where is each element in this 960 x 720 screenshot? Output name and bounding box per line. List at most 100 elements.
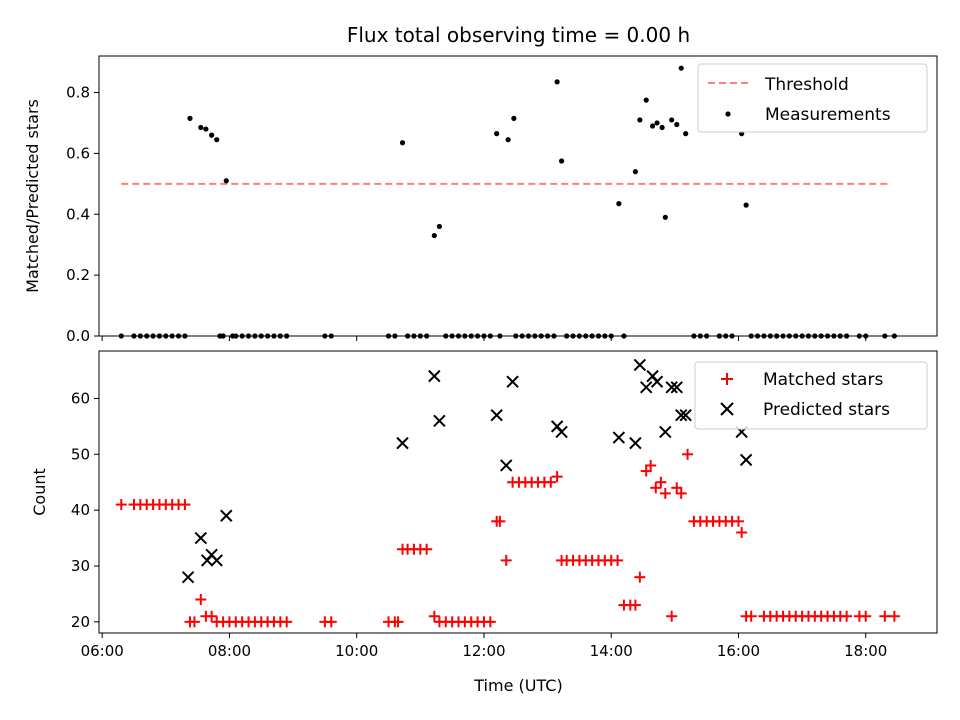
- measurement-point: [678, 65, 684, 71]
- legend-measurements-swatch: [725, 111, 731, 117]
- predicted-star-marker: [633, 358, 647, 372]
- measurement-point: [392, 333, 398, 339]
- matched-star-marker: [612, 554, 624, 566]
- measurement-point: [799, 333, 805, 339]
- measurement-point: [163, 333, 169, 339]
- matched-star-marker: [860, 610, 872, 622]
- measurement-point: [602, 333, 608, 339]
- measurement-point: [812, 333, 818, 339]
- top-y-tick-label: 0.4: [66, 205, 90, 223]
- matched-star-marker: [325, 616, 337, 628]
- matched-star-marker: [179, 499, 191, 511]
- measurement-point: [277, 333, 283, 339]
- measurement-point: [505, 137, 511, 143]
- predicted-star-marker: [506, 375, 519, 388]
- measurement-point: [513, 333, 519, 339]
- measurement-point: [233, 333, 239, 339]
- measurement-point: [223, 178, 229, 184]
- measurement-point: [532, 333, 538, 339]
- measurement-point: [187, 115, 193, 121]
- measurement-point: [497, 333, 503, 339]
- measurement-point: [767, 333, 773, 339]
- measurement-point: [558, 158, 565, 164]
- measurement-point: [583, 333, 589, 339]
- bottom-axes: 20 30 40 50 60 06:00 08:00 10:00 12:00 14:00 16:0…: [30, 350, 938, 695]
- measurement-point: [691, 333, 697, 339]
- measurement-point: [258, 333, 264, 339]
- predicted-star-marker: [675, 409, 688, 422]
- measurement-point: [844, 333, 850, 339]
- predicted-star-marker: [640, 381, 653, 394]
- measurement-point: [716, 333, 722, 339]
- measurement-point: [538, 333, 544, 339]
- predicted-star-marker: [490, 409, 503, 422]
- measurement-point: [214, 137, 220, 143]
- measurement-point: [156, 333, 163, 339]
- legend-predicted-swatch: [720, 402, 734, 416]
- predicted-star-marker: [650, 375, 664, 388]
- matched-star-marker: [188, 616, 200, 628]
- matched-star-marker: [655, 476, 667, 488]
- matched-star-marker: [682, 448, 694, 460]
- matched-star-marker: [500, 554, 512, 566]
- measurement-point: [683, 131, 689, 137]
- measurement-point: [209, 132, 215, 138]
- bottom-y-tick-label: 20: [71, 613, 90, 631]
- matched-star-marker: [115, 499, 127, 511]
- measurement-point: [328, 333, 334, 339]
- top-y-tick-label: 0.2: [66, 266, 90, 284]
- bottom-x-tick-label: 14:00: [590, 642, 633, 660]
- measurement-point: [455, 333, 462, 339]
- measurement-point: [468, 333, 474, 339]
- predicted-star-marker: [194, 531, 208, 545]
- top-axes: 0.00.20.40.60.8 Matched/Predicted stars …: [23, 55, 938, 345]
- matched-star-marker: [634, 571, 646, 583]
- measurement-point: [621, 333, 627, 339]
- predicted-star-marker: [612, 431, 626, 444]
- matched-star-marker: [428, 610, 440, 622]
- measurement-point: [637, 117, 643, 123]
- measurement-point: [443, 333, 449, 339]
- measurement-point: [697, 333, 703, 339]
- predicted-star-marker: [665, 381, 678, 394]
- measurement-point: [449, 333, 455, 339]
- matched-star-marker: [841, 610, 853, 622]
- top-y-axis-label: Matched/Predicted stars: [23, 99, 42, 293]
- bottom-y-tick-label: 50: [71, 445, 90, 463]
- measurement-point: [220, 333, 226, 339]
- matched-star-marker: [650, 482, 662, 494]
- measurement-point: [245, 333, 252, 339]
- predicted-star-marker: [181, 570, 195, 584]
- measurement-point: [743, 202, 749, 208]
- measurement-point: [203, 126, 209, 132]
- bottom-y-axis-label: Count: [30, 468, 49, 516]
- measurement-point: [487, 333, 493, 339]
- measurement-point: [144, 333, 150, 339]
- measurement-point: [431, 232, 437, 239]
- matched-star-marker: [392, 616, 404, 628]
- measurement-point: [551, 333, 557, 339]
- measurement-point: [271, 333, 277, 339]
- measurement-point: [494, 131, 500, 137]
- measurement-point: [131, 333, 137, 339]
- measurement-point: [175, 333, 182, 339]
- measurement-point: [474, 333, 481, 339]
- bottom-y-axis-ticks: 20 30 40 50 60: [71, 389, 99, 631]
- matched-star-marker: [659, 487, 671, 499]
- bottom-x-tick-label: 06:00: [81, 642, 124, 660]
- matched-star-marker: [732, 515, 744, 527]
- matched-star-marker: [206, 610, 218, 622]
- matched-star-marker: [671, 482, 683, 494]
- measurement-point: [424, 333, 430, 339]
- predicted-star-marker: [210, 554, 223, 567]
- matched-star-marker: [745, 610, 757, 622]
- measurement-point: [322, 333, 328, 339]
- bottom-plot-series: [115, 358, 900, 628]
- measurement-point: [405, 333, 411, 339]
- matched-star-marker: [888, 610, 900, 622]
- bottom-y-tick-label: 30: [71, 557, 90, 575]
- measurement-point: [511, 115, 517, 121]
- measurement-point: [818, 333, 824, 339]
- top-legend-box: [697, 63, 928, 133]
